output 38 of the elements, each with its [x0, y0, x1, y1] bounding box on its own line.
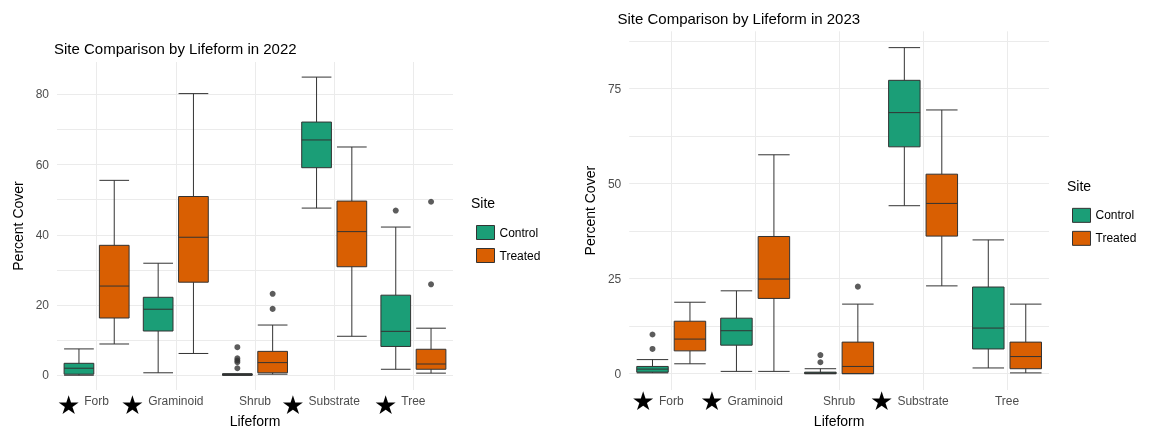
x-axis-title: Lifeform	[813, 413, 865, 429]
x-tick-label: Substrate	[308, 394, 361, 408]
y-tick-label: 60	[35, 157, 50, 172]
annotation: ★	[120, 390, 145, 420]
x-tick-label: Forb	[84, 394, 110, 408]
y-tick-label: 20	[35, 298, 50, 313]
x-tick-label: Graminoid	[727, 394, 783, 408]
x-tick-label: Graminoid	[148, 394, 204, 408]
x-tick-label: Shrub	[238, 394, 272, 408]
legend-label: Control	[499, 225, 539, 240]
x-axis-title: Lifeform	[229, 413, 281, 429]
annotation: ★	[700, 386, 724, 417]
x-tick-label: Forb	[658, 394, 684, 408]
x-tick-label: Tree	[994, 394, 1020, 408]
chart-title: Site Comparison by Lifeform in 2022	[54, 40, 297, 57]
y-tick-label: 40	[35, 227, 50, 242]
legend-label: Treated	[499, 248, 541, 263]
annotation: ★	[56, 390, 81, 420]
y-tick-label: 50	[607, 176, 622, 191]
y-tick-label: 0	[42, 368, 50, 383]
legend-title: Site	[471, 195, 496, 211]
y-tick-label: 80	[35, 87, 50, 102]
legend-label: Treated	[1095, 231, 1137, 246]
annotation: ★	[631, 386, 655, 417]
legend-title: Site	[1067, 177, 1092, 194]
x-tick-label: Substrate	[897, 394, 950, 408]
x-tick-label: Shrub	[823, 394, 856, 408]
annotation: ★	[870, 386, 894, 417]
legend-label: Control	[1095, 208, 1135, 223]
chart-title: Site Comparison by Lifeform in 2023	[617, 10, 861, 27]
y-tick-label: 0	[614, 366, 622, 381]
x-tick-label: Tree	[401, 394, 426, 408]
y-axis-title: Percent Cover	[9, 180, 26, 271]
y-tick-label: 25	[607, 271, 622, 286]
annotation: ★	[281, 390, 305, 420]
y-axis-title: Percent Cover	[582, 165, 598, 256]
annotation: ★	[373, 390, 398, 420]
y-tick-label: 75	[607, 81, 622, 96]
